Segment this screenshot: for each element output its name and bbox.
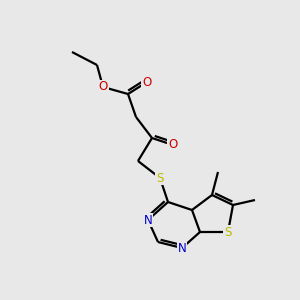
Text: N: N	[178, 242, 186, 254]
Text: O: O	[168, 139, 178, 152]
Text: O: O	[142, 76, 152, 88]
Text: O: O	[98, 80, 108, 94]
Text: N: N	[144, 214, 152, 226]
Text: S: S	[224, 226, 232, 238]
Text: S: S	[156, 172, 164, 184]
